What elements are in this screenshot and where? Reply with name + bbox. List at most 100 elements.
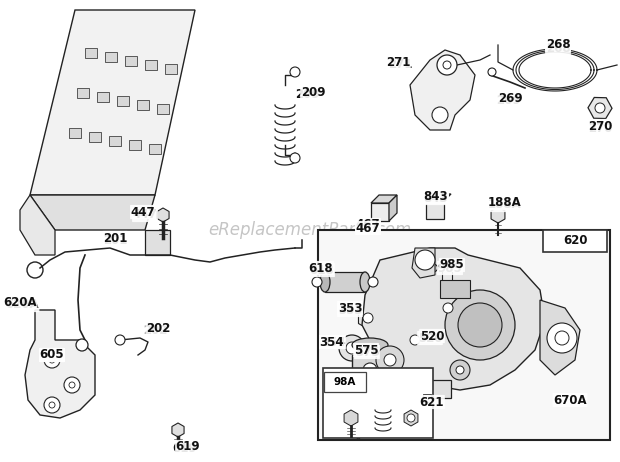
Bar bbox=[423, 394, 431, 402]
Text: 843: 843 bbox=[423, 192, 448, 205]
Bar bbox=[388, 367, 400, 375]
Text: 985: 985 bbox=[438, 261, 463, 274]
Text: 353: 353 bbox=[338, 302, 362, 315]
Circle shape bbox=[547, 323, 577, 353]
Polygon shape bbox=[371, 195, 397, 203]
Bar bbox=[414, 268, 442, 288]
Circle shape bbox=[488, 68, 496, 76]
Polygon shape bbox=[105, 52, 117, 62]
Polygon shape bbox=[412, 248, 435, 278]
Text: 98A: 98A bbox=[334, 377, 356, 387]
Circle shape bbox=[376, 346, 404, 374]
Circle shape bbox=[69, 382, 75, 388]
Text: 620A: 620A bbox=[3, 296, 37, 309]
Text: 620: 620 bbox=[563, 235, 587, 248]
Text: 188A: 188A bbox=[488, 196, 522, 209]
Circle shape bbox=[346, 342, 358, 354]
Circle shape bbox=[49, 402, 55, 408]
Polygon shape bbox=[30, 10, 195, 195]
Circle shape bbox=[115, 335, 125, 345]
Text: 575: 575 bbox=[353, 344, 378, 357]
Text: 618: 618 bbox=[309, 263, 334, 276]
Polygon shape bbox=[410, 50, 475, 130]
Circle shape bbox=[443, 303, 453, 313]
Text: 269: 269 bbox=[498, 91, 522, 104]
Text: 843: 843 bbox=[423, 190, 448, 203]
Text: 188A: 188A bbox=[488, 199, 522, 212]
Polygon shape bbox=[540, 300, 580, 375]
Circle shape bbox=[456, 366, 464, 374]
Bar bbox=[442, 271, 452, 283]
Circle shape bbox=[407, 414, 415, 422]
Text: 447: 447 bbox=[133, 208, 157, 221]
Polygon shape bbox=[157, 104, 169, 114]
Text: 520: 520 bbox=[418, 332, 442, 345]
Text: 621: 621 bbox=[420, 395, 445, 408]
Circle shape bbox=[410, 335, 420, 345]
Polygon shape bbox=[117, 96, 129, 106]
Text: 354: 354 bbox=[321, 335, 345, 348]
Bar bbox=[440, 280, 470, 298]
Circle shape bbox=[404, 329, 426, 351]
Circle shape bbox=[44, 352, 60, 368]
Text: 201: 201 bbox=[103, 233, 127, 247]
Polygon shape bbox=[426, 194, 451, 201]
Text: 201: 201 bbox=[103, 231, 127, 244]
Text: 268: 268 bbox=[546, 42, 570, 55]
Circle shape bbox=[290, 67, 300, 77]
Text: 202: 202 bbox=[143, 323, 167, 336]
Text: 271: 271 bbox=[386, 55, 410, 68]
Text: 605: 605 bbox=[40, 348, 64, 361]
Ellipse shape bbox=[352, 388, 388, 402]
Polygon shape bbox=[30, 195, 155, 230]
Circle shape bbox=[445, 290, 515, 360]
Text: 270: 270 bbox=[588, 122, 612, 134]
Circle shape bbox=[76, 339, 88, 351]
Bar bbox=[318, 230, 610, 440]
Polygon shape bbox=[165, 64, 177, 74]
Bar bbox=[415, 380, 451, 398]
Bar bbox=[388, 352, 400, 360]
Text: 354: 354 bbox=[320, 335, 344, 348]
Circle shape bbox=[437, 55, 457, 75]
Text: 268: 268 bbox=[546, 38, 570, 51]
Circle shape bbox=[339, 335, 365, 361]
Bar bbox=[325, 272, 365, 292]
Polygon shape bbox=[389, 195, 397, 221]
Bar bbox=[371, 203, 389, 221]
Circle shape bbox=[363, 313, 373, 323]
Polygon shape bbox=[145, 230, 170, 255]
Polygon shape bbox=[20, 195, 55, 255]
Circle shape bbox=[64, 377, 80, 393]
Text: 209: 209 bbox=[301, 85, 326, 98]
Polygon shape bbox=[77, 88, 89, 98]
Bar bbox=[352, 355, 388, 395]
Circle shape bbox=[432, 107, 448, 123]
Circle shape bbox=[443, 61, 451, 69]
Text: 467: 467 bbox=[356, 221, 380, 235]
Polygon shape bbox=[145, 60, 157, 70]
Circle shape bbox=[290, 153, 300, 163]
Text: 520: 520 bbox=[420, 329, 445, 342]
Text: 353: 353 bbox=[338, 304, 362, 316]
Circle shape bbox=[49, 357, 55, 363]
Circle shape bbox=[595, 103, 605, 113]
Polygon shape bbox=[69, 128, 81, 138]
Text: 985: 985 bbox=[440, 259, 464, 272]
Circle shape bbox=[458, 303, 502, 347]
Text: 619: 619 bbox=[173, 442, 197, 455]
Bar bbox=[426, 201, 444, 219]
Bar bbox=[323, 368, 433, 438]
Text: 620A: 620A bbox=[5, 298, 39, 311]
Text: 575: 575 bbox=[355, 346, 379, 359]
Text: 447: 447 bbox=[131, 206, 156, 219]
Polygon shape bbox=[109, 136, 121, 146]
Polygon shape bbox=[149, 144, 161, 154]
Polygon shape bbox=[125, 56, 137, 66]
Polygon shape bbox=[129, 140, 141, 150]
Ellipse shape bbox=[352, 338, 388, 352]
Circle shape bbox=[368, 277, 378, 287]
Text: 202: 202 bbox=[146, 322, 170, 334]
Bar bbox=[367, 370, 373, 380]
Circle shape bbox=[44, 397, 60, 413]
